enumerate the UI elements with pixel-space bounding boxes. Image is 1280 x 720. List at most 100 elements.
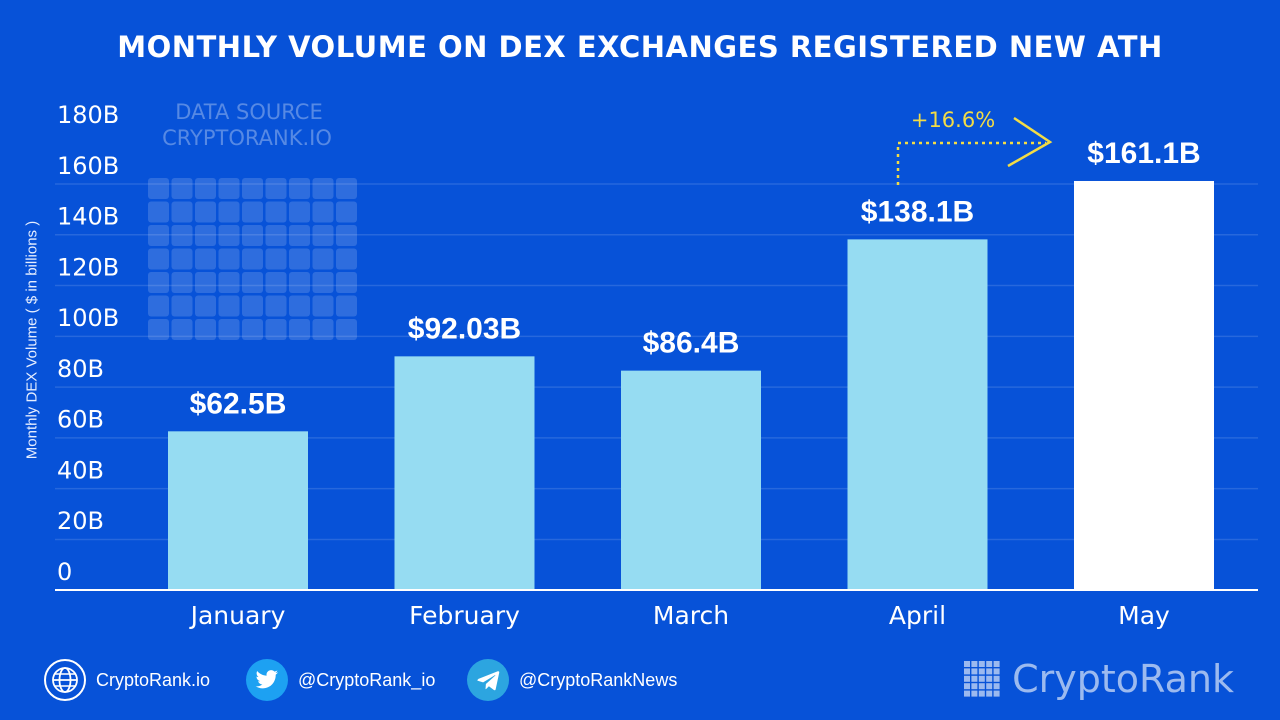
brand-logo-cell [993,661,1000,667]
watermark-cell [312,248,334,270]
watermark-cell [148,272,169,293]
x-tick-label-may: May [1118,601,1170,630]
y-tick-label: 20B [57,507,104,535]
brand-logo-cell [986,683,993,690]
brand-logo: CryptoRank [962,657,1234,701]
watermark-cell [242,319,263,340]
value-label-february: $92.03B [408,312,521,345]
watermark-cell [242,178,263,199]
watermark-cell [336,319,357,340]
x-tick-label-january: January [189,601,286,630]
brand-logo-cell [964,668,971,675]
watermark-cell [265,178,287,199]
brand-logo-cell [978,675,985,682]
watermark-cell [218,295,240,317]
watermark-cell [195,319,216,340]
watermark-cell [218,248,240,270]
brand-logo-cell [964,683,971,690]
x-tick-label-march: March [653,601,729,630]
brand-logo-cell [971,683,978,690]
value-labels: $62.5B $92.03B $86.4B $138.1B $161.1B [190,137,1201,420]
value-label-april: $138.1B [861,195,974,228]
watermark-cell [336,248,357,270]
brand-logo-cell [986,675,993,682]
y-tick-label: 140B [57,203,119,231]
footer: CryptoRank.io @CryptoRank_io @CryptoRank… [0,653,1280,707]
watermark-cell [148,319,169,340]
x-tick-label-february: February [409,601,520,630]
watermark-cell [242,248,263,270]
y-tick-label: 160B [57,152,119,180]
value-label-march: $86.4B [643,327,740,360]
watermark-cell [148,201,169,223]
watermark-cell [289,178,310,199]
value-label-january: $62.5B [190,387,287,420]
watermark-cell [171,201,193,223]
footer-twitter[interactable]: @CryptoRank_io [246,653,435,707]
watermark-cell [195,295,216,317]
watermark-cell [312,272,334,293]
telegram-plane-icon [467,659,509,701]
watermark-cell [336,201,357,223]
bar-may [1074,180,1214,591]
watermark-cell [218,225,240,246]
brand-logo-cell [993,690,1000,697]
cryptorank-logo-icon [964,661,1000,697]
watermark-cell [218,201,240,223]
watermark-cell [289,272,310,293]
bar-march [621,370,761,590]
watermark-cell [265,319,287,340]
watermark-cell [312,201,334,223]
watermark-cell [242,225,263,246]
y-tick-label: 100B [57,304,119,332]
watermark-cell [195,201,216,223]
watermark-cell [171,295,193,317]
globe-icon [44,659,86,701]
chart-title: MONTHLY VOLUME ON DEX EXCHANGES REGISTER… [117,30,1163,64]
bars [168,180,1214,591]
watermark-cell [289,225,310,246]
footer-website-text: CryptoRank.io [96,669,211,690]
watermark-cell [312,225,334,246]
brand-logo-cell [978,668,985,675]
y-tick-label: 40B [57,456,104,484]
watermark-cell [195,178,216,199]
y-tick-label: 180B [57,101,119,129]
watermark-cell [195,248,216,270]
x-axis-ticks: January February March April May [189,601,1170,630]
watermark-cell [218,178,240,199]
watermark-cell [289,248,310,270]
watermark-cell [148,248,169,270]
watermark-cell [171,225,193,246]
watermark-cell [171,319,193,340]
brand-name: CryptoRank [1012,657,1234,701]
watermark-cell [289,201,310,223]
watermark-cell [336,295,357,317]
bar-chart: DATA SOURCE CRYPTORANK.IO 0 20B 40B 60B 80B 1… [55,100,1258,630]
y-tick-label: 0 [57,558,72,586]
watermark-cell [312,319,334,340]
watermark-cell [336,178,357,199]
footer-telegram[interactable]: @CryptoRankNews [467,653,677,707]
watermark-cell [336,272,357,293]
brand-logo-cell [971,675,978,682]
watermark-logo-icon [148,178,357,340]
brand-logo-cell [964,661,971,667]
brand-logo-cell [986,668,993,675]
watermark-cell [265,272,287,293]
watermark-cell [218,272,240,293]
watermark: DATA SOURCE CRYPTORANK.IO [148,100,357,340]
brand-logo-cell [978,661,985,667]
footer-website[interactable]: CryptoRank.io [44,653,210,707]
brand-logo-cell [986,661,993,667]
watermark-cell [265,295,287,317]
brand-logo-cell [971,661,978,667]
brand-logo-cell [964,675,971,682]
bar-february [394,356,535,590]
watermark-cell [336,225,357,246]
growth-annotation: +16.6% [896,108,1053,185]
brand-logo-cell [971,668,978,675]
value-label-may: $161.1B [1087,137,1200,170]
bar-january [168,431,308,590]
brand-logo-cell [978,690,985,697]
